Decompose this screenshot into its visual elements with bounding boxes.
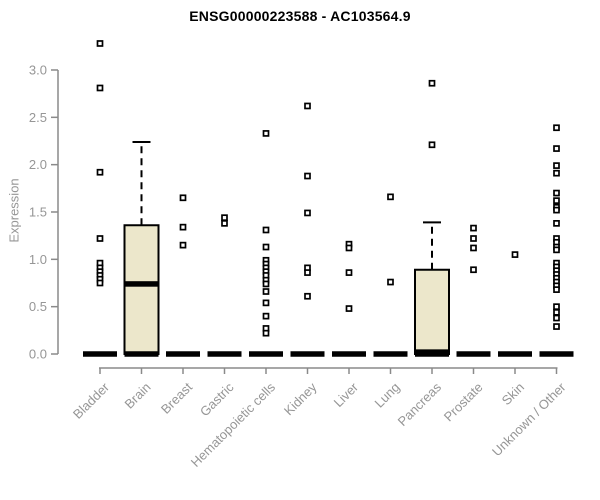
zero-bar-hematopoietic-cells xyxy=(249,351,283,357)
y-tick-label: 2.5 xyxy=(29,110,47,125)
outlier-point-hematopoietic-cells xyxy=(262,329,270,337)
y-tick-label: 2.0 xyxy=(29,157,47,172)
outlier-point-pancreas xyxy=(428,79,436,87)
outlier-point-hematopoietic-cells xyxy=(262,130,270,137)
outlier-point-kidney xyxy=(304,292,311,300)
outlier-point-unknown-other xyxy=(553,162,560,169)
outlier-point-prostate xyxy=(470,224,477,232)
outlier-point-kidney xyxy=(304,269,311,276)
outlier-point-gastric xyxy=(221,220,228,227)
outlier-point-liver xyxy=(345,305,353,312)
zero-bar-kidney xyxy=(290,351,325,357)
zero-bar-bladder xyxy=(83,351,117,357)
zero-bar-brain xyxy=(124,351,159,357)
zero-bar-lung xyxy=(373,351,408,357)
outlier-point-prostate xyxy=(470,244,477,252)
outlier-point-hematopoietic-cells xyxy=(262,226,270,234)
zero-bar-breast xyxy=(166,351,200,357)
x-category-label-pancreas: Pancreas xyxy=(395,379,445,429)
zero-bar-prostate xyxy=(456,351,491,357)
y-tick-label: 0.0 xyxy=(29,347,47,362)
zero-bar-gastric xyxy=(207,351,242,357)
outlier-point-unknown-other xyxy=(553,286,560,293)
outlier-point-unknown-other xyxy=(553,169,560,177)
outlier-point-bladder xyxy=(96,279,104,287)
outlier-point-unknown-other xyxy=(553,220,560,227)
x-category-label-skin: Skin xyxy=(499,380,527,408)
outlier-point-kidney xyxy=(304,209,311,217)
x-category-label-breast: Breast xyxy=(158,379,195,416)
median-brain xyxy=(124,281,159,287)
outlier-point-skin xyxy=(511,251,519,258)
outlier-point-liver xyxy=(345,244,353,252)
outlier-point-unknown-other xyxy=(553,308,560,316)
x-category-label-brain: Brain xyxy=(122,380,154,412)
outlier-point-liver xyxy=(345,269,353,276)
outlier-point-unknown-other xyxy=(553,303,560,311)
outlier-point-breast xyxy=(179,241,187,249)
outlier-point-unknown-other xyxy=(553,197,560,204)
y-tick-label: 3.0 xyxy=(29,62,47,77)
outlier-point-bladder xyxy=(96,84,104,92)
chart-title: ENSG00000223588 - AC103564.9 xyxy=(189,8,411,24)
zero-bar-pancreas xyxy=(415,351,449,357)
outlier-point-unknown-other xyxy=(553,246,560,254)
y-tick-label: 1.0 xyxy=(29,252,47,267)
y-tick-label: 1.5 xyxy=(29,204,47,219)
y-tick-label: 0.5 xyxy=(29,299,47,314)
outlier-point-hematopoietic-cells xyxy=(262,299,270,307)
zero-bar-liver xyxy=(332,351,366,357)
x-category-label-gastric: Gastric xyxy=(197,379,237,419)
outlier-point-lung xyxy=(387,193,394,201)
zero-bar-unknown-other xyxy=(539,351,574,357)
outlier-point-hematopoietic-cells xyxy=(262,243,270,251)
x-category-label-lung: Lung xyxy=(372,380,403,411)
x-category-label-liver: Liver xyxy=(331,379,362,410)
outlier-point-bladder xyxy=(96,235,104,242)
outlier-point-hematopoietic-cells xyxy=(262,280,270,288)
outlier-point-unknown-other xyxy=(553,314,560,322)
outlier-point-hematopoietic-cells xyxy=(262,312,270,320)
outlier-point-bladder xyxy=(96,168,104,176)
outlier-point-pancreas xyxy=(428,141,436,149)
outlier-point-unknown-other xyxy=(553,145,560,152)
outlier-point-breast xyxy=(179,223,187,231)
outlier-point-lung xyxy=(387,278,394,286)
outlier-point-bladder xyxy=(96,40,104,47)
x-category-label-unknown-other: Unknown / Other xyxy=(489,379,569,459)
outlier-point-prostate xyxy=(470,235,477,242)
outlier-point-breast xyxy=(179,194,187,202)
x-category-label-bladder: Bladder xyxy=(70,379,113,422)
outlier-point-unknown-other xyxy=(553,206,560,214)
box-brain xyxy=(123,224,160,355)
outlier-point-kidney xyxy=(304,102,311,110)
outlier-point-hematopoietic-cells xyxy=(262,288,270,295)
outlier-point-prostate xyxy=(470,266,477,274)
zero-bar-skin xyxy=(498,351,532,357)
outlier-point-gastric xyxy=(221,214,228,222)
box-pancreas xyxy=(414,268,450,356)
outlier-point-unknown-other xyxy=(553,124,560,132)
outlier-point-kidney xyxy=(304,172,311,180)
outlier-point-unknown-other xyxy=(553,323,560,330)
outlier-point-unknown-other xyxy=(553,189,560,197)
x-category-label-kidney: Kidney xyxy=(281,379,320,418)
x-category-label-prostate: Prostate xyxy=(441,380,486,425)
